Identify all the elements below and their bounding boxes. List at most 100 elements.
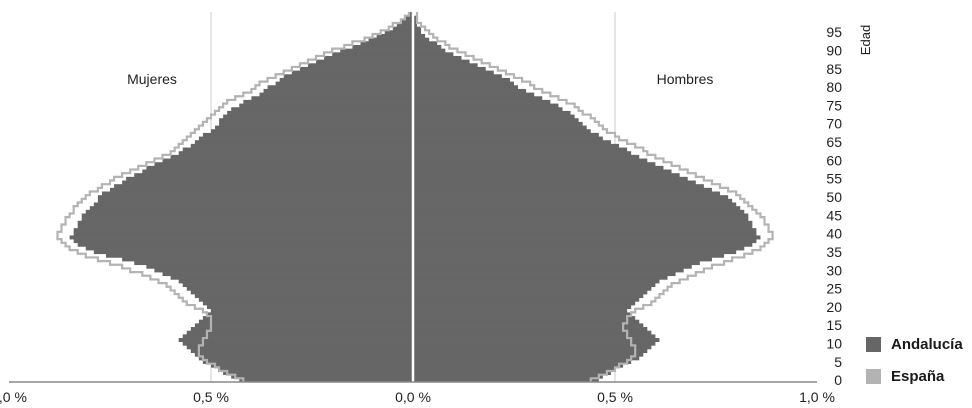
bar-andalucia-female-age-74 [231, 107, 413, 112]
bar-andalucia-female-age-4 [211, 363, 413, 368]
bar-andalucia-female-age-76 [243, 99, 413, 104]
bar-andalucia-male-age-42 [413, 224, 753, 229]
y-tick-label-60: 60 [826, 152, 842, 168]
bar-andalucia-male-age-26 [413, 283, 656, 288]
bar-andalucia-female-age-62 [178, 151, 413, 156]
bar-andalucia-female-age-92 [360, 41, 413, 46]
bar-andalucia-female-age-26 [182, 283, 413, 288]
bar-andalucia-male-age-3 [413, 367, 615, 372]
bar-andalucia-male-age-19 [413, 308, 628, 313]
bar-andalucia-male-age-66 [413, 136, 603, 141]
bar-andalucia-female-age-9 [186, 345, 413, 350]
bar-andalucia-female-age-19 [211, 308, 413, 313]
bar-andalucia-female-age-30 [154, 268, 413, 273]
bar-andalucia-male-age-27 [413, 279, 660, 284]
bar-andalucia-female-age-7 [194, 352, 413, 357]
bar-andalucia-female-age-99 [404, 15, 413, 20]
bar-andalucia-male-age-49 [413, 198, 733, 203]
bar-andalucia-female-age-69 [215, 125, 413, 130]
bar-andalucia-female-age-20 [206, 305, 413, 310]
y-tick-label-40: 40 [826, 226, 842, 242]
bar-andalucia-male-age-77 [413, 96, 543, 101]
bar-andalucia-male-age-7 [413, 352, 644, 357]
bar-andalucia-male-age-34 [413, 253, 725, 258]
bar-andalucia-male-age-21 [413, 301, 636, 306]
bar-andalucia-female-age-51 [101, 191, 414, 196]
bar-andalucia-male-age-55 [413, 176, 688, 181]
bar-andalucia-male-age-76 [413, 99, 551, 104]
bar-andalucia-male-age-70 [413, 121, 583, 126]
bar-andalucia-female-age-1 [231, 374, 413, 379]
bar-andalucia-female-age-50 [97, 195, 413, 200]
bar-andalucia-male-age-80 [413, 85, 519, 90]
bar-andalucia-male-age-11 [413, 338, 660, 343]
bar-andalucia-male-age-84 [413, 70, 494, 75]
bar-andalucia-male-age-51 [413, 191, 721, 196]
bar-andalucia-female-age-57 [142, 169, 413, 174]
bar-andalucia-male-age-4 [413, 363, 624, 368]
bar-andalucia-male-age-39 [413, 235, 761, 240]
bar-andalucia-female-age-22 [198, 297, 413, 302]
bar-andalucia-female-age-61 [170, 154, 413, 159]
bar-andalucia-female-age-87 [316, 59, 413, 64]
y-tick-label-15: 15 [826, 317, 842, 333]
bar-andalucia-male-age-89 [413, 52, 454, 57]
bar-andalucia-female-age-47 [89, 206, 414, 211]
bar-andalucia-male-age-36 [413, 246, 745, 251]
bar-andalucia-male-age-40 [413, 231, 757, 236]
bar-andalucia-female-age-63 [182, 147, 413, 152]
bar-andalucia-male-age-16 [413, 319, 640, 324]
bar-andalucia-female-age-33 [122, 257, 414, 262]
bar-andalucia-male-age-63 [413, 147, 628, 152]
bar-andalucia-male-age-92 [413, 41, 438, 46]
bar-andalucia-female-age-35 [93, 250, 413, 255]
bar-andalucia-male-age-53 [413, 184, 704, 189]
bar-andalucia-male-age-98 [413, 19, 418, 24]
bar-andalucia-male-age-62 [413, 151, 632, 156]
bar-andalucia-female-age-94 [376, 33, 413, 38]
bar-andalucia-female-age-0 [239, 378, 413, 383]
bar-andalucia-male-age-88 [413, 55, 462, 60]
bar-andalucia-male-age-6 [413, 356, 640, 361]
bar-andalucia-male-age-72 [413, 114, 575, 119]
y-tick-label-70: 70 [826, 116, 842, 132]
bar-andalucia-female-age-82 [279, 77, 413, 82]
bar-andalucia-female-age-46 [85, 209, 413, 214]
left-side-label: Mujeres [127, 71, 177, 87]
bar-andalucia-male-age-48 [413, 202, 737, 207]
bar-andalucia-male-age-18 [413, 312, 632, 317]
bar-andalucia-male-age-61 [413, 154, 640, 159]
bar-andalucia-female-age-85 [299, 66, 413, 71]
bar-andalucia-female-age-83 [283, 74, 413, 79]
bar-andalucia-female-age-73 [227, 110, 413, 115]
bar-andalucia-female-age-34 [105, 253, 414, 258]
y-tick-label-65: 65 [826, 134, 842, 150]
bar-andalucia-female-age-6 [198, 356, 413, 361]
bar-andalucia-female-age-95 [384, 30, 413, 35]
bar-andalucia-female-age-12 [182, 334, 413, 339]
bar-andalucia-female-age-80 [267, 85, 413, 90]
bar-andalucia-male-age-65 [413, 140, 611, 145]
x-tick-label-4: 1,0 % [799, 389, 835, 405]
x-tick-label-0: 1,0 % [0, 389, 27, 405]
bar-andalucia-female-age-89 [332, 52, 413, 57]
bar-andalucia-female-age-15 [194, 323, 413, 328]
bar-andalucia-female-age-98 [400, 19, 413, 24]
bar-andalucia-female-age-88 [324, 55, 413, 60]
x-tick-label-1: 0,5 % [193, 389, 229, 405]
bar-andalucia-male-age-43 [413, 220, 753, 225]
bar-andalucia-male-age-31 [413, 264, 692, 269]
bar-andalucia-male-age-64 [413, 143, 620, 148]
bar-andalucia-male-age-9 [413, 345, 652, 350]
bar-andalucia-male-age-20 [413, 305, 632, 310]
bar-andalucia-female-age-49 [97, 198, 413, 203]
y-tick-label-90: 90 [826, 42, 842, 58]
legend-swatch-andalucia [866, 336, 881, 352]
bar-andalucia-male-age-90 [413, 48, 446, 53]
bar-andalucia-female-age-11 [178, 338, 413, 343]
bar-andalucia-male-age-78 [413, 92, 535, 97]
bar-andalucia-male-age-15 [413, 323, 644, 328]
bar-andalucia-male-age-2 [413, 371, 611, 375]
bar-andalucia-male-age-58 [413, 165, 664, 170]
